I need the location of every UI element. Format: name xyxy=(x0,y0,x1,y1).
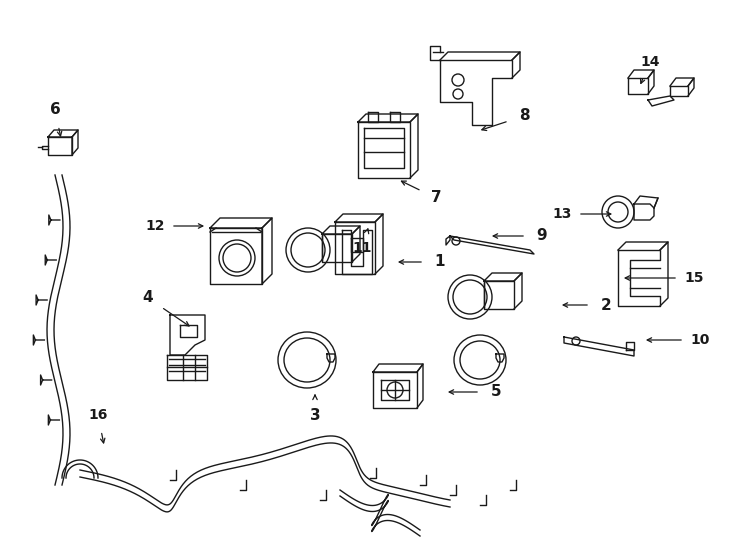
Text: 12: 12 xyxy=(145,219,164,233)
Text: 4: 4 xyxy=(142,291,153,306)
Text: 9: 9 xyxy=(537,228,548,244)
Text: 8: 8 xyxy=(519,109,529,124)
Text: 10: 10 xyxy=(690,333,710,347)
Text: 7: 7 xyxy=(431,191,441,206)
Text: 11: 11 xyxy=(352,241,371,255)
Text: 6: 6 xyxy=(50,103,60,118)
Text: 1: 1 xyxy=(435,254,446,269)
Text: 16: 16 xyxy=(88,408,108,422)
Text: 15: 15 xyxy=(684,271,704,285)
Text: 3: 3 xyxy=(310,408,320,422)
Text: 2: 2 xyxy=(600,298,611,313)
Text: 5: 5 xyxy=(491,384,501,400)
Text: 13: 13 xyxy=(552,207,572,221)
Text: 14: 14 xyxy=(640,55,660,69)
